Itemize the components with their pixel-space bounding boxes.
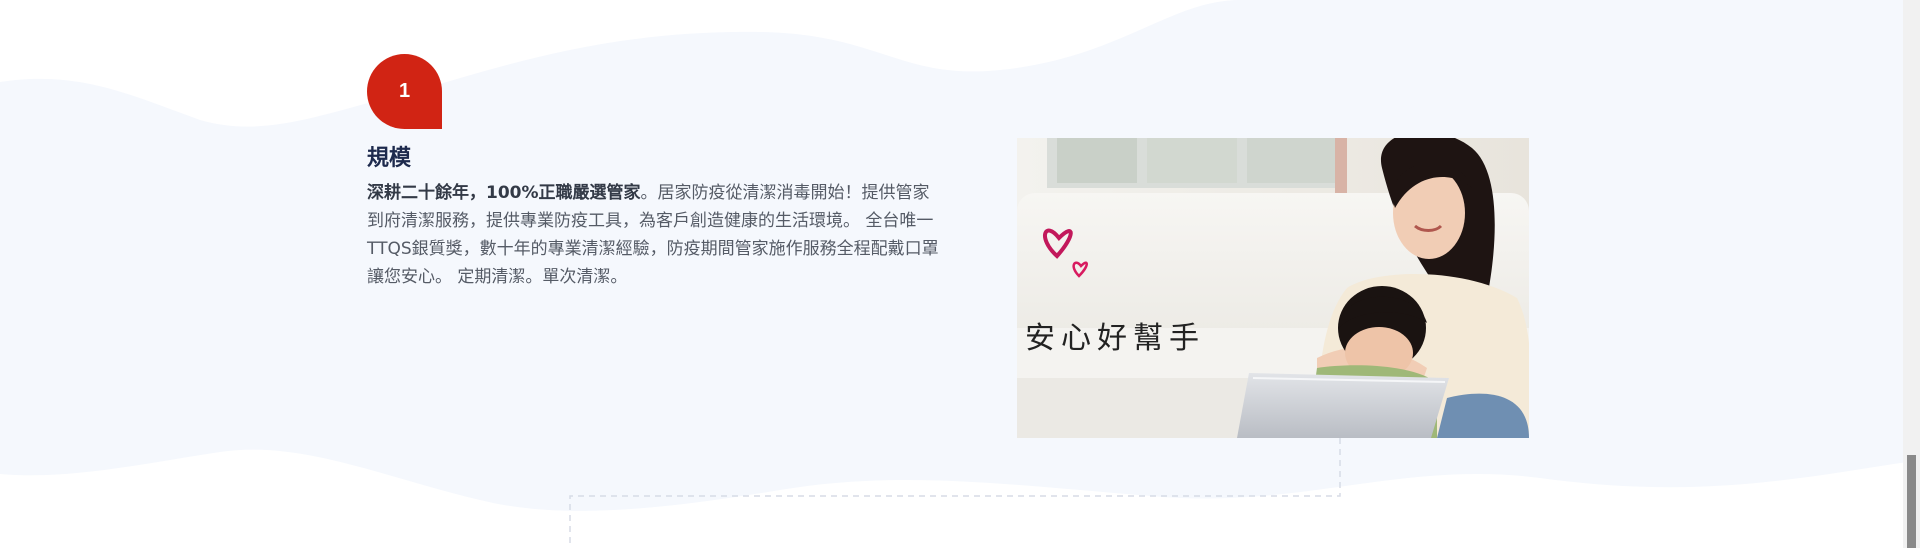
photo-caption: 安心好幫手 (1025, 321, 1205, 356)
step-description-highlight: 深耕二十餘年，100%正職嚴選管家 (367, 183, 641, 203)
step-description: 深耕二十餘年，100%正職嚴選管家。居家防疫從清潔消毒開始！提供管家到府清潔服務… (367, 179, 939, 291)
page-scrollbar[interactable] (1903, 0, 1920, 548)
step-number: 1 (398, 80, 411, 102)
step-number-badge: 1 (367, 54, 442, 129)
photo-illustration: 安心好幫手 (1017, 138, 1529, 438)
scrollbar-thumb[interactable] (1907, 455, 1916, 548)
step-description-text: 。居家防疫從清潔消毒開始！提供管家到府清潔服務，提供專業防疫工具，為客戶創造健康… (367, 183, 939, 287)
hearts-icon (1043, 228, 1088, 278)
step-title: 規模 (367, 146, 412, 171)
mother-child-photo: 安心好幫手 (1017, 138, 1529, 438)
